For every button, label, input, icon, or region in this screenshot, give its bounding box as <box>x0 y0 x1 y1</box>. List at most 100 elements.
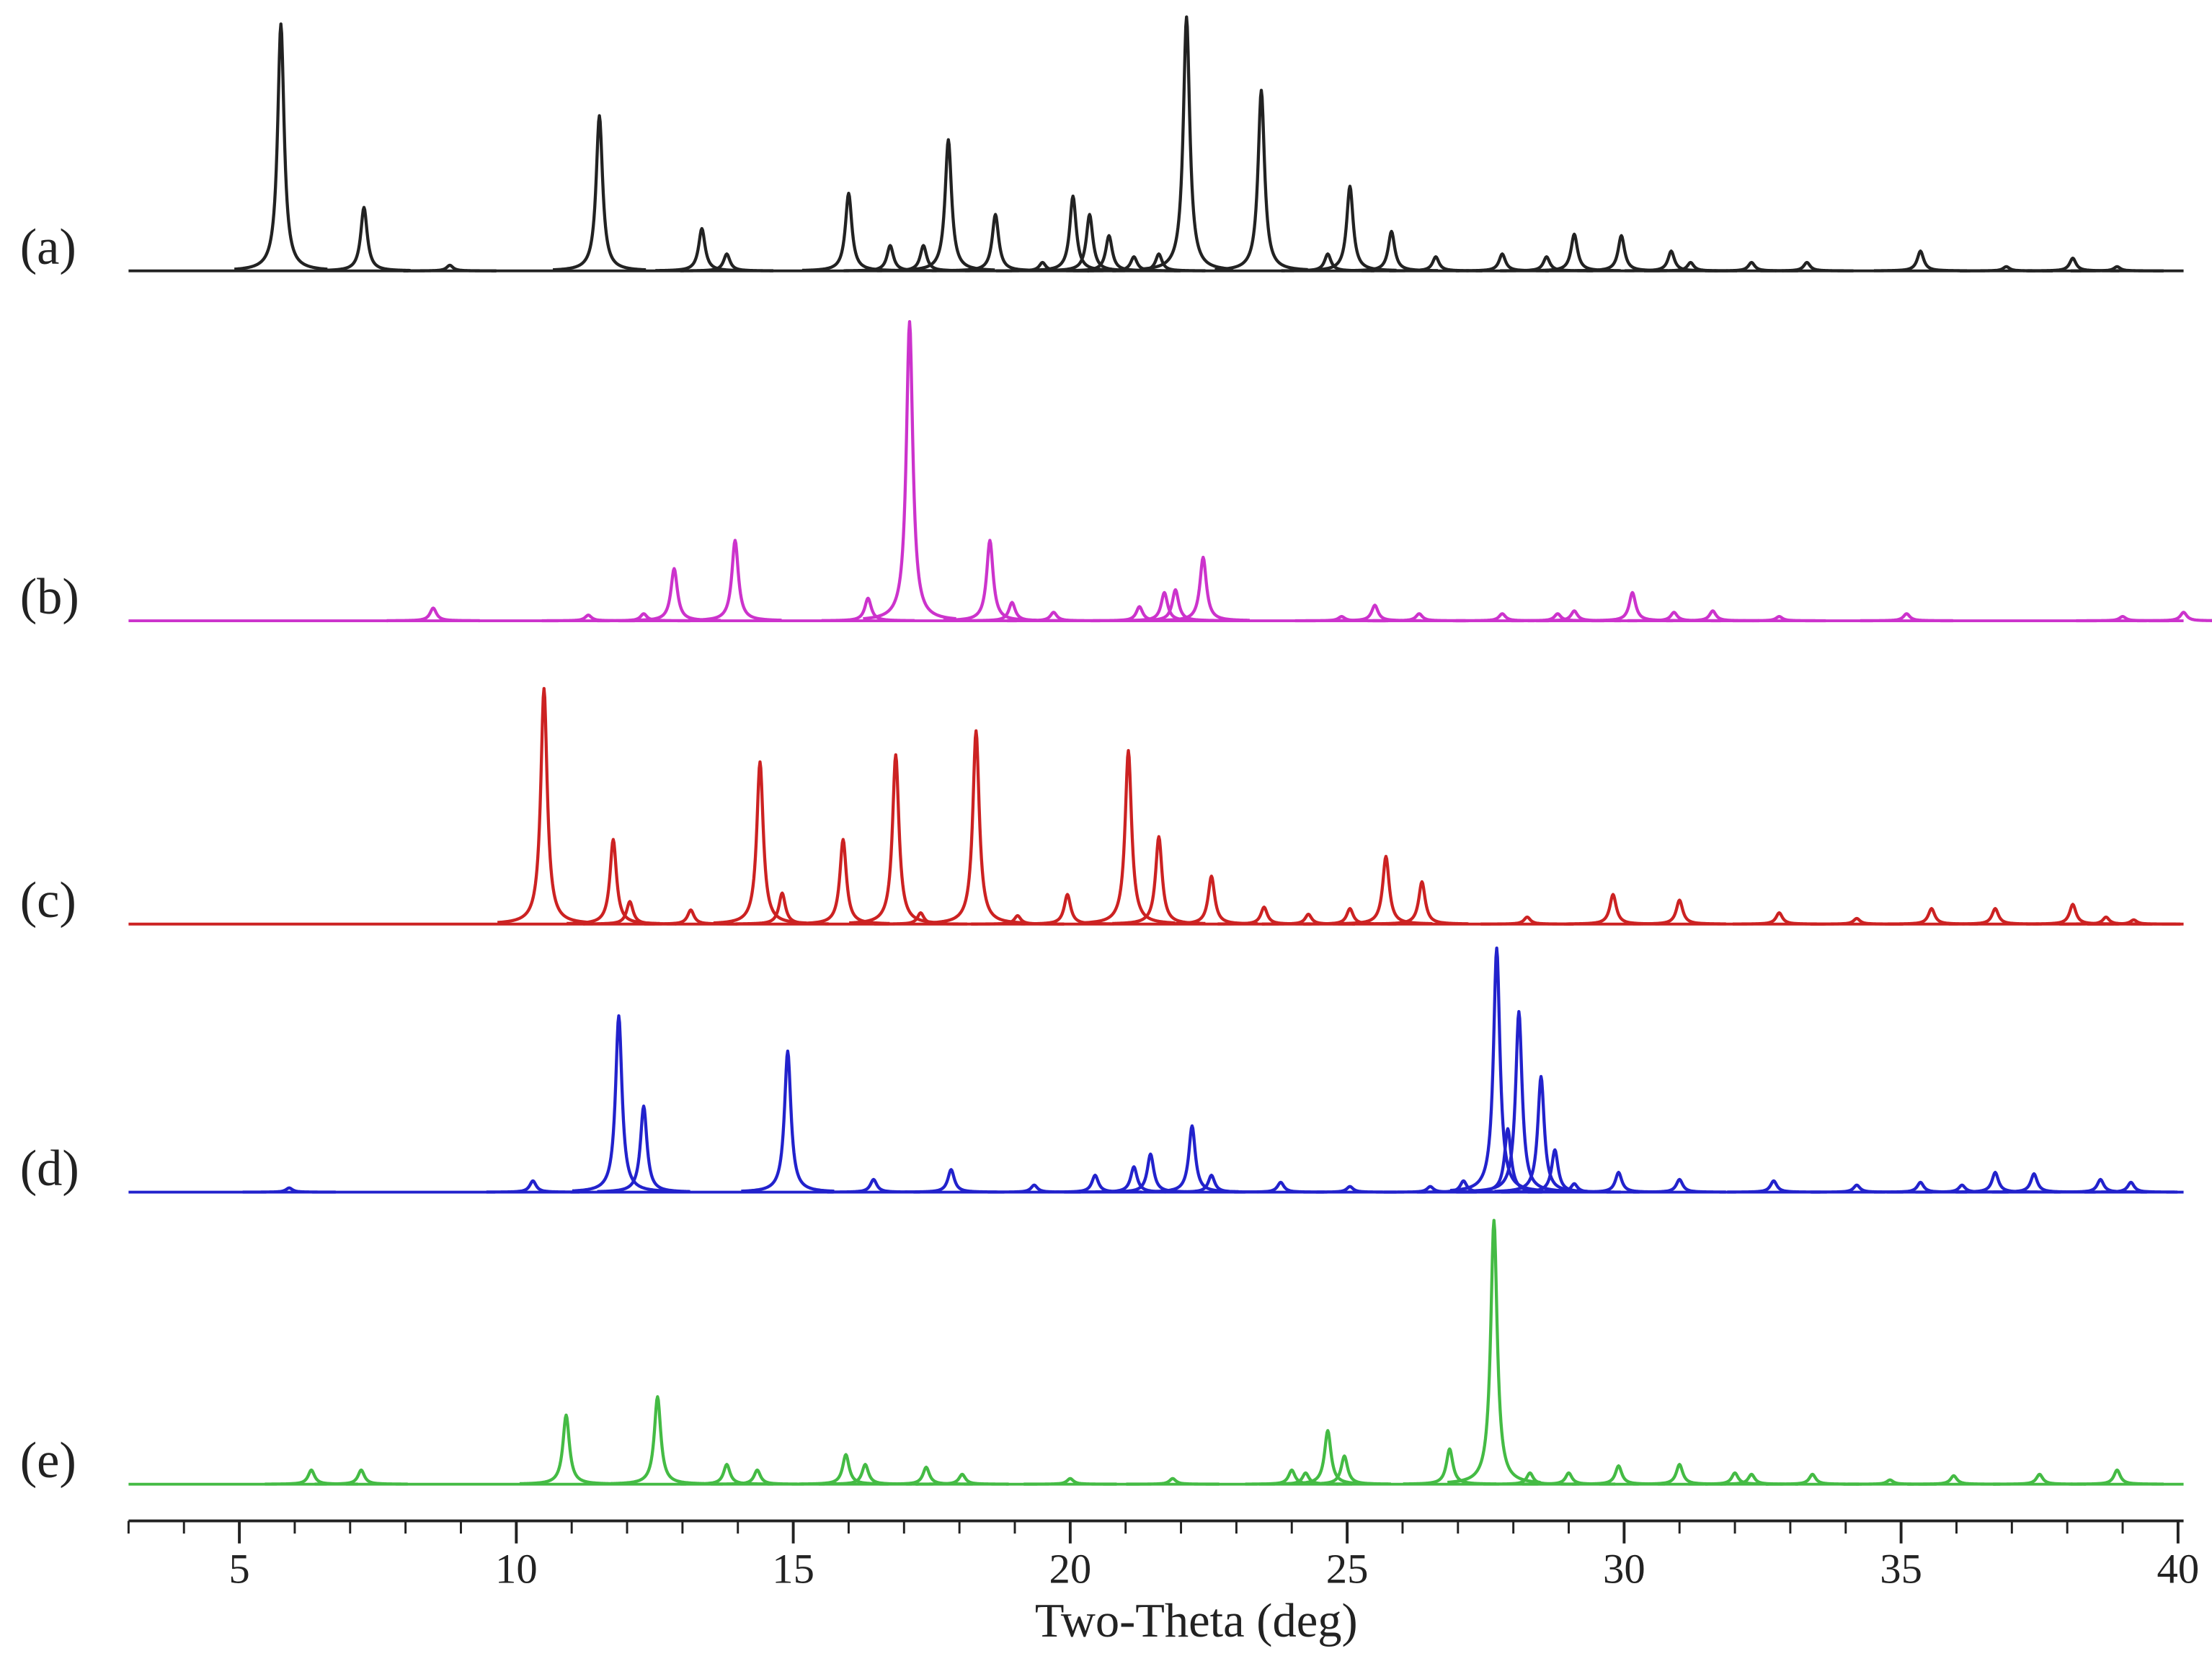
peak <box>2025 903 2120 926</box>
peak <box>1374 880 1470 926</box>
peak <box>1261 912 1356 926</box>
peak <box>314 1468 409 1486</box>
peak <box>1125 1477 1220 1486</box>
peak <box>798 1453 894 1486</box>
peak <box>566 838 661 926</box>
peak <box>862 320 957 621</box>
peak <box>626 567 721 622</box>
peak <box>712 760 808 925</box>
peak <box>1731 615 1827 623</box>
peak <box>1164 875 1259 926</box>
peak <box>1947 907 2043 926</box>
series-label: (e) <box>20 1433 76 1489</box>
x-tick-label: 25 <box>1326 1546 1369 1593</box>
peak <box>1447 1218 1542 1484</box>
peak <box>1145 1124 1240 1194</box>
x-tick-label: 30 <box>1603 1546 1645 1593</box>
peak <box>1086 255 1181 273</box>
x-tick-label: 35 <box>1880 1546 1922 1593</box>
peak <box>1480 915 1575 926</box>
peak <box>1632 898 1727 926</box>
peak <box>1080 748 1176 925</box>
x-tick-label: 15 <box>772 1546 814 1593</box>
peak <box>1302 185 1398 273</box>
peak <box>796 838 891 926</box>
peak <box>1042 213 1137 273</box>
peak <box>234 22 329 271</box>
peak <box>1884 907 1979 926</box>
peak <box>928 729 1023 925</box>
peak <box>1986 1172 2082 1194</box>
peak <box>2069 1468 2164 1486</box>
peak <box>1302 1185 1398 1194</box>
peak <box>679 252 775 273</box>
peak <box>915 1472 1010 1486</box>
peak <box>1585 590 1680 622</box>
peak <box>654 226 750 273</box>
peak <box>402 263 497 273</box>
peak <box>1471 1009 1566 1192</box>
peak <box>873 911 968 926</box>
peak <box>485 1179 581 1194</box>
peak <box>551 114 647 272</box>
peak <box>241 1186 337 1194</box>
peak <box>1258 1471 1354 1486</box>
peak <box>610 1395 705 1485</box>
x-axis-title: Two-Theta (deg) <box>1035 1595 1358 1647</box>
peak <box>596 1104 691 1193</box>
peak <box>1859 612 1954 623</box>
peak <box>1128 588 1223 622</box>
peak <box>801 191 897 273</box>
peak <box>1103 1152 1198 1194</box>
peak <box>518 1413 614 1486</box>
peak <box>942 539 1038 622</box>
peak <box>2086 918 2182 926</box>
peak <box>1873 249 1968 273</box>
peak <box>879 1466 974 1486</box>
peak <box>1726 1179 1821 1194</box>
peak <box>848 753 943 925</box>
peak <box>2058 915 2154 926</box>
peak <box>2025 256 2120 273</box>
peak <box>1372 612 1467 623</box>
peak <box>2136 611 2212 623</box>
peak <box>1632 1463 1727 1486</box>
x-tick-label: 20 <box>1049 1546 1092 1593</box>
peak <box>1023 1477 1118 1486</box>
peak <box>1573 234 1669 273</box>
peak <box>740 1049 835 1193</box>
peak <box>1026 194 1121 273</box>
peak <box>1020 893 1115 926</box>
peak <box>316 205 412 273</box>
peak <box>1111 252 1207 273</box>
peak <box>1626 611 1722 623</box>
peak <box>1297 1454 1392 1486</box>
x-tick-label: 10 <box>495 1546 538 1593</box>
peak <box>903 1168 999 1194</box>
peak <box>1402 1447 1497 1486</box>
peak <box>1906 1474 2002 1486</box>
peak <box>1155 555 1251 622</box>
series-label: (c) <box>20 872 76 929</box>
peak <box>1343 229 1439 273</box>
peak <box>1416 1179 1511 1194</box>
peak <box>1571 1171 1666 1194</box>
peak <box>1571 1464 1666 1486</box>
series-label: (a) <box>20 219 76 275</box>
peak <box>571 1014 667 1193</box>
x-tick-label: 40 <box>2157 1546 2200 1593</box>
peak <box>1565 893 1661 926</box>
peak <box>1006 611 1101 623</box>
peak <box>497 686 592 924</box>
peak <box>596 612 691 623</box>
peak <box>1338 854 1434 926</box>
peak <box>386 606 481 623</box>
peak <box>2069 265 2164 273</box>
peak <box>679 1463 775 1486</box>
peak <box>1759 260 1855 273</box>
peak <box>710 1468 805 1486</box>
peak <box>2083 1180 2179 1194</box>
series-label: (b) <box>20 569 79 625</box>
x-tick-label: 5 <box>228 1546 249 1593</box>
